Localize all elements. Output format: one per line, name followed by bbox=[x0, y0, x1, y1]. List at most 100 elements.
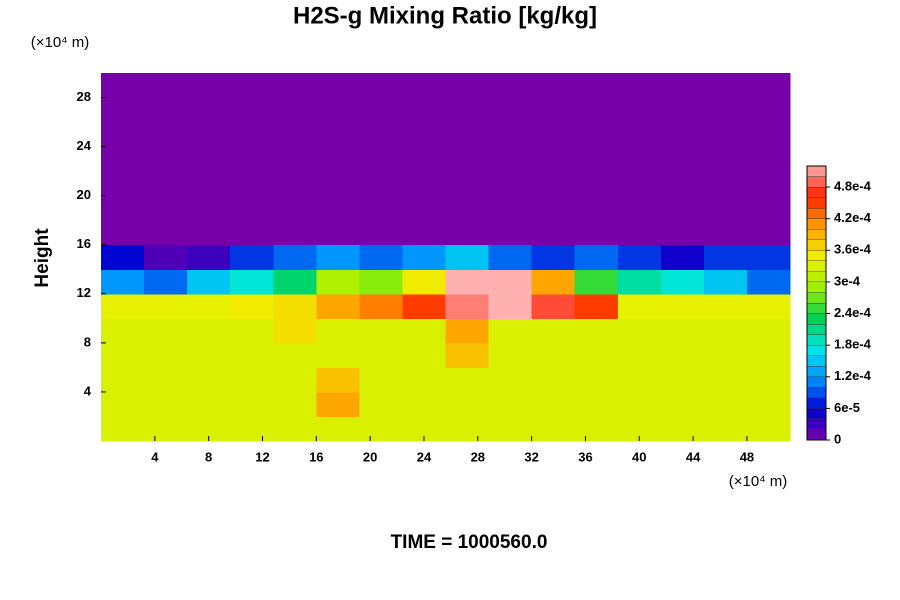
cell bbox=[746, 220, 791, 246]
cell bbox=[617, 293, 662, 319]
cell bbox=[144, 342, 188, 368]
colorbar-band bbox=[806, 186, 827, 198]
cell bbox=[746, 367, 791, 393]
cell bbox=[273, 367, 317, 393]
cell bbox=[359, 244, 403, 270]
cell bbox=[359, 416, 403, 442]
colorbar-tick-label: 3e-4 bbox=[834, 273, 861, 288]
cell bbox=[445, 220, 490, 246]
colorbar-band bbox=[806, 355, 827, 367]
cell bbox=[531, 73, 576, 99]
cell bbox=[531, 416, 576, 442]
cell bbox=[187, 293, 231, 319]
cell bbox=[574, 97, 619, 123]
cell bbox=[402, 391, 446, 417]
colorbar-band bbox=[806, 250, 827, 262]
cell bbox=[187, 342, 231, 368]
cell bbox=[574, 269, 619, 295]
cell bbox=[402, 318, 446, 344]
cell bbox=[660, 73, 705, 99]
cell bbox=[574, 171, 619, 197]
cell bbox=[703, 146, 748, 172]
cell bbox=[617, 244, 662, 270]
colorbar-band bbox=[806, 239, 827, 251]
cell bbox=[488, 342, 533, 368]
cell bbox=[144, 171, 188, 197]
cell bbox=[703, 269, 748, 295]
colorbar-band bbox=[806, 260, 827, 272]
cell bbox=[101, 146, 145, 172]
colorbar-tick-label: 0 bbox=[834, 431, 841, 446]
cell bbox=[273, 195, 317, 221]
colorbar-band bbox=[806, 387, 827, 399]
colorbar-band bbox=[806, 313, 827, 325]
cell bbox=[703, 220, 748, 246]
colorbar-band bbox=[806, 218, 827, 230]
cell bbox=[531, 342, 576, 368]
cell bbox=[746, 416, 791, 442]
colorbar-band bbox=[806, 397, 827, 409]
cell bbox=[531, 220, 576, 246]
cell bbox=[746, 269, 791, 295]
cell bbox=[359, 195, 403, 221]
cell bbox=[402, 293, 446, 319]
cell bbox=[746, 342, 791, 368]
cell bbox=[187, 220, 231, 246]
cell bbox=[703, 195, 748, 221]
cell bbox=[746, 244, 791, 270]
cell bbox=[144, 73, 188, 99]
cell bbox=[660, 220, 705, 246]
cell bbox=[273, 293, 317, 319]
cell bbox=[230, 318, 274, 344]
cell bbox=[144, 391, 188, 417]
cell bbox=[660, 146, 705, 172]
cell bbox=[531, 146, 576, 172]
cell bbox=[746, 293, 791, 319]
cell bbox=[316, 367, 360, 393]
cell bbox=[101, 342, 145, 368]
cell bbox=[574, 342, 619, 368]
cell bbox=[187, 73, 231, 99]
cell bbox=[144, 416, 188, 442]
cell bbox=[273, 391, 317, 417]
colorbar-band bbox=[806, 207, 827, 219]
cell bbox=[316, 73, 360, 99]
cell bbox=[273, 122, 317, 148]
cell bbox=[359, 391, 403, 417]
cell bbox=[488, 367, 533, 393]
y-tick-label: 8 bbox=[84, 334, 91, 349]
x-tick-label: 20 bbox=[363, 449, 377, 464]
colorbar-band bbox=[806, 229, 827, 240]
cell bbox=[316, 220, 360, 246]
cell bbox=[402, 195, 446, 221]
cell bbox=[273, 269, 317, 295]
cell bbox=[445, 73, 490, 99]
cell bbox=[617, 122, 662, 148]
cell bbox=[230, 122, 274, 148]
cell bbox=[531, 318, 576, 344]
cell bbox=[660, 171, 705, 197]
cell bbox=[531, 391, 576, 417]
cell bbox=[445, 195, 490, 221]
cell bbox=[187, 269, 231, 295]
cell bbox=[574, 73, 619, 99]
cell bbox=[359, 122, 403, 148]
cell bbox=[144, 318, 188, 344]
cell bbox=[101, 293, 145, 319]
cell bbox=[316, 342, 360, 368]
x-tick-label: 16 bbox=[309, 449, 323, 464]
cell bbox=[703, 171, 748, 197]
cell bbox=[101, 391, 145, 417]
cell bbox=[101, 244, 145, 270]
colorbar-tick-label: 4.8e-4 bbox=[834, 179, 872, 194]
cell bbox=[230, 293, 274, 319]
cell bbox=[617, 269, 662, 295]
colorbar-band bbox=[806, 176, 827, 188]
cell bbox=[316, 195, 360, 221]
cell bbox=[144, 146, 188, 172]
cell bbox=[144, 122, 188, 148]
cell bbox=[445, 97, 490, 123]
cell bbox=[359, 293, 403, 319]
cell bbox=[574, 293, 619, 319]
colorbar-tick-label: 1.8e-4 bbox=[834, 337, 872, 352]
